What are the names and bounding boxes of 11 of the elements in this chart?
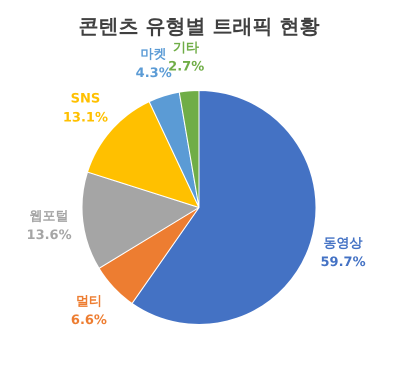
data-label: 13.1% [62,110,108,126]
slice-label: 웹포털 [30,208,69,224]
data-label: 13.6% [26,228,72,243]
slice-label: 동영상 [324,236,363,252]
data-label: 59.7% [320,255,366,270]
slice-label: 멀티 [76,294,102,310]
chart-title: 콘텐츠 유형별 트래픽 현황 [78,14,320,38]
slice-label: 기타 [173,40,200,56]
slice-label: 마켓 [140,46,167,62]
data-label: 6.6% [70,313,107,328]
slice-label: SNS [70,91,100,106]
